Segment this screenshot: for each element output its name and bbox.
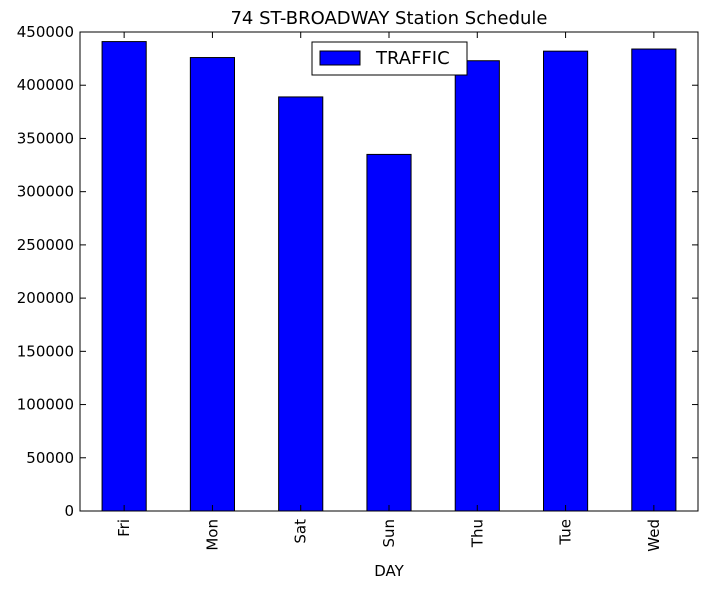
x-tick-label: Thu — [468, 519, 486, 548]
legend-swatch — [319, 50, 361, 66]
bar-sat — [278, 96, 324, 512]
y-tick-label: 300000 — [17, 183, 74, 201]
x-tick-label: Tue — [557, 519, 575, 546]
legend: TRAFFIC — [311, 41, 468, 76]
y-tick-label: 50000 — [26, 449, 74, 467]
x-tick-label: Fri — [115, 519, 133, 537]
x-axis-title: DAY — [374, 562, 404, 580]
bar-fri — [101, 41, 147, 512]
bar-tue — [543, 50, 589, 512]
y-tick-label: 450000 — [17, 23, 74, 41]
x-tick-label: Sun — [380, 519, 398, 548]
x-tick-label: Sat — [292, 519, 310, 544]
x-axis-ticks: Fri Mon Sat Sun Thu Tue Wed — [115, 32, 663, 552]
bars-layer — [101, 41, 677, 512]
y-tick-label: 100000 — [17, 396, 74, 414]
y-axis-ticks: 0 50000 100000 150000 200000 250000 300000 3500… — [17, 23, 698, 520]
y-tick-label: 350000 — [17, 129, 74, 147]
y-tick-label: 250000 — [17, 236, 74, 254]
bar-mon — [189, 57, 236, 512]
bar-sun — [366, 153, 412, 512]
x-tick-label: Wed — [645, 519, 663, 552]
bar-thu — [454, 60, 500, 512]
y-tick-label: 0 — [64, 502, 74, 520]
y-tick-label: 150000 — [17, 342, 74, 360]
y-tick-label: 400000 — [17, 76, 74, 94]
legend-label: TRAFFIC — [375, 48, 450, 69]
chart-title: 74 ST-BROADWAY Station Schedule — [230, 8, 547, 29]
bar-wed — [631, 48, 677, 512]
x-tick-label: Mon — [203, 519, 221, 551]
y-tick-label: 200000 — [17, 289, 74, 307]
